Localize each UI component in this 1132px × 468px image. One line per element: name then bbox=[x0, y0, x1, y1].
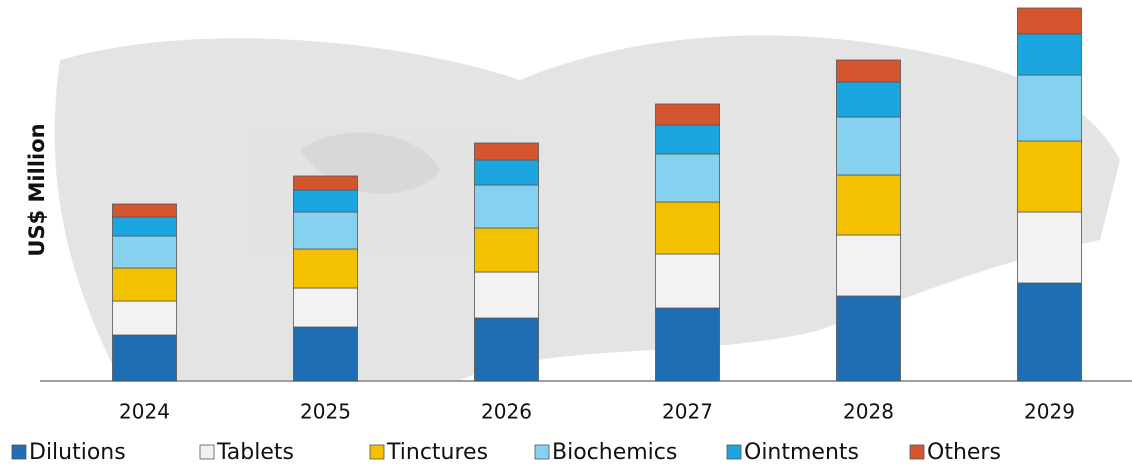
bar-segment bbox=[1017, 140, 1082, 213]
bar-segment bbox=[293, 175, 358, 191]
bar-segment bbox=[836, 174, 901, 236]
bar-segment bbox=[836, 116, 901, 176]
legend-swatch bbox=[11, 444, 27, 460]
x-tick-label: 2029 bbox=[1024, 400, 1075, 424]
bar-segment bbox=[474, 184, 539, 229]
x-tick-label: 2028 bbox=[843, 400, 894, 424]
legend-label: Dilutions bbox=[29, 440, 126, 465]
legend-label: Others bbox=[927, 440, 1001, 465]
bar-segment bbox=[1017, 282, 1082, 382]
bar-segment bbox=[474, 142, 539, 161]
x-tick-label: 2027 bbox=[662, 400, 713, 424]
bar-segment bbox=[836, 234, 901, 297]
bar-segment bbox=[112, 334, 177, 382]
bar-segment bbox=[474, 227, 539, 273]
bar-segment bbox=[112, 267, 177, 302]
bar-segment bbox=[836, 59, 901, 83]
x-tick-label: 2025 bbox=[300, 400, 351, 424]
background-map bbox=[54, 35, 1120, 380]
bar-segment bbox=[1017, 211, 1082, 284]
bar-segment bbox=[112, 216, 177, 237]
legend-label: Tinctures bbox=[386, 440, 488, 465]
legend-swatch bbox=[369, 444, 385, 460]
bar-segment bbox=[836, 81, 901, 118]
x-tick-label: 2024 bbox=[119, 400, 170, 424]
bar-segment bbox=[293, 248, 358, 289]
bar-segment bbox=[293, 287, 358, 328]
legend-label: Ointments bbox=[744, 440, 859, 465]
x-tick-label: 2026 bbox=[481, 400, 532, 424]
bar-segment bbox=[112, 203, 177, 218]
legend-swatch bbox=[199, 444, 215, 460]
bar-segment bbox=[474, 271, 539, 319]
legend-swatch bbox=[909, 444, 925, 460]
y-axis-label: US$ Million bbox=[25, 123, 49, 256]
bar-segment bbox=[655, 124, 720, 155]
bar-segment bbox=[1017, 33, 1082, 76]
legend-label: Biochemics bbox=[552, 440, 677, 465]
bar-segment bbox=[655, 253, 720, 309]
bar-segment bbox=[293, 326, 358, 382]
bar-segment bbox=[1017, 7, 1082, 35]
bar-segment bbox=[474, 317, 539, 382]
bar-segment bbox=[836, 295, 901, 382]
legend-label: Tablets bbox=[216, 440, 294, 465]
legend-swatch bbox=[726, 444, 742, 460]
bar-segment bbox=[112, 235, 177, 269]
bar-segment bbox=[474, 159, 539, 186]
bar-segment bbox=[293, 211, 358, 250]
bar-segment bbox=[112, 300, 177, 336]
bar-segment bbox=[655, 201, 720, 255]
bar-segment bbox=[655, 153, 720, 203]
bar-segment bbox=[655, 103, 720, 126]
bar-segment bbox=[1017, 74, 1082, 142]
legend-swatch bbox=[534, 444, 550, 460]
bar-segment bbox=[293, 189, 358, 213]
bar-segment bbox=[655, 307, 720, 382]
